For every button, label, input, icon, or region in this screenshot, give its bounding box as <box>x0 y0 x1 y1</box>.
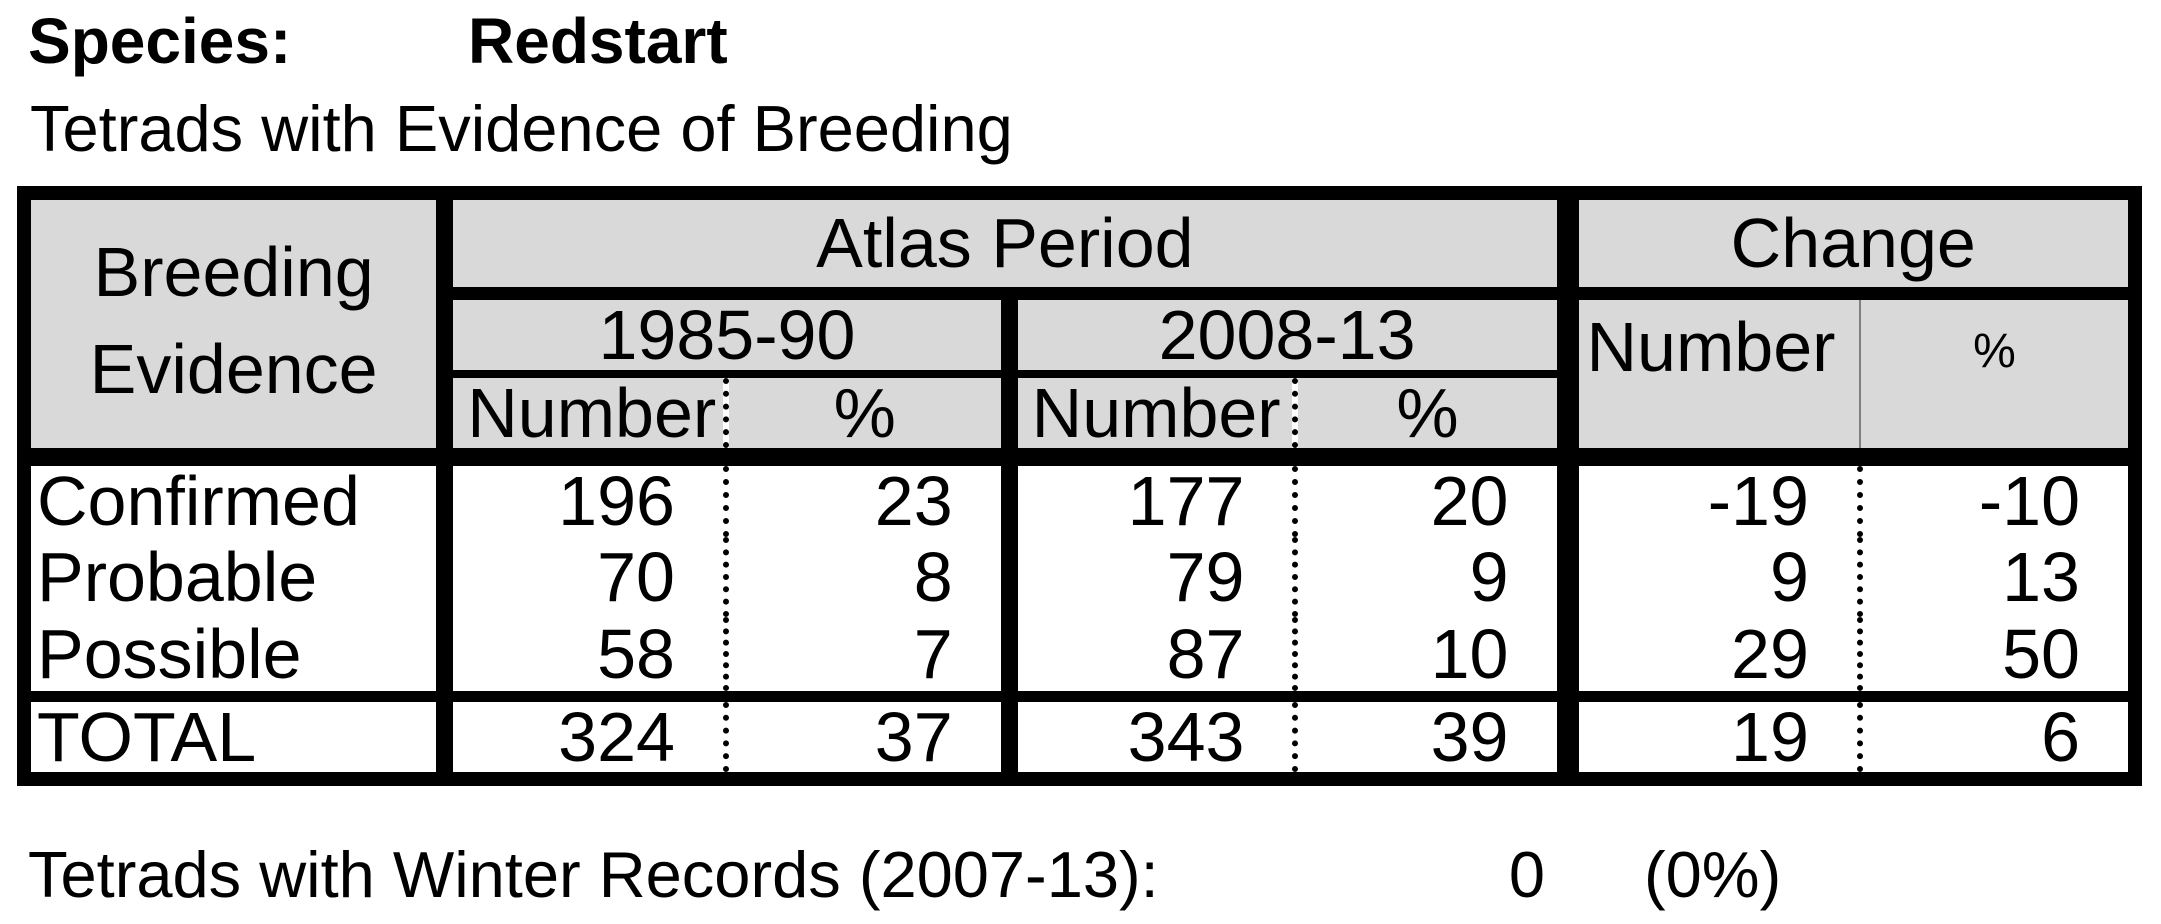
confirmed-1985-percent: 23 <box>722 456 1010 537</box>
probable-2008-percent: 9 <box>1292 536 1568 617</box>
row-label-total: TOTAL <box>24 691 454 779</box>
winter-records-percent: (0%) <box>1644 838 1782 911</box>
possible-change-number: 29 <box>1556 616 1860 697</box>
winter-records-label: Tetrads with Winter Records (2007-13): <box>28 838 1159 911</box>
table-row-confirmed: Confirmed 196 23 177 20 -19 -10 <box>24 456 2135 537</box>
species-name: Redstart <box>468 5 728 77</box>
table-row-probable: Probable 70 8 79 9 9 13 <box>24 536 2135 617</box>
total-2008-number: 343 <box>1000 691 1296 779</box>
total-change-number: 19 <box>1556 691 1860 779</box>
possible-2008-percent: 10 <box>1292 616 1568 697</box>
percent-header-2008-13: % <box>1292 373 1568 466</box>
period-2008-13-header: 2008-13 <box>1000 293 1568 378</box>
change-percent-header: % <box>1858 293 2135 466</box>
possible-1985-percent: 7 <box>722 616 1010 697</box>
probable-2008-number: 79 <box>1000 536 1296 617</box>
winter-records-line: Tetrads with Winter Records (2007-13): 0… <box>28 840 2148 910</box>
table-row-total: TOTAL 324 37 343 39 19 6 <box>24 691 2135 779</box>
total-2008-percent: 39 <box>1292 691 1568 779</box>
total-change-percent: 6 <box>1856 691 2135 779</box>
row-label-possible: Possible <box>24 616 454 697</box>
table-title: Tetrads with Evidence of Breeding <box>30 92 1013 165</box>
confirmed-change-number: -19 <box>1556 456 1860 537</box>
possible-1985-number: 58 <box>444 616 726 697</box>
confirmed-2008-number: 177 <box>1000 456 1296 537</box>
number-header-1985-90: Number <box>444 373 726 466</box>
row-label-probable: Probable <box>24 536 454 617</box>
row-group-header-line1: Breeding <box>93 233 374 311</box>
species-label: Species: <box>28 5 292 77</box>
probable-1985-number: 70 <box>444 536 726 617</box>
confirmed-1985-number: 196 <box>444 456 726 537</box>
winter-records-count: 0 <box>1508 838 1545 911</box>
species-line: Species: Redstart <box>28 5 728 77</box>
breeding-evidence-table: Breeding Evidence Atlas Period Change 19… <box>17 186 2142 786</box>
probable-change-percent: 13 <box>1856 536 2135 617</box>
period-1985-90-header: 1985-90 <box>444 293 1010 378</box>
confirmed-change-percent: -10 <box>1856 456 2135 537</box>
probable-change-number: 9 <box>1556 536 1860 617</box>
atlas-period-header: Atlas Period <box>444 193 1568 300</box>
total-1985-number: 324 <box>444 691 726 779</box>
change-number-header: Number <box>1556 293 1860 466</box>
possible-2008-number: 87 <box>1000 616 1296 697</box>
row-group-header-line2: Evidence <box>89 330 378 408</box>
percent-header-1985-90: % <box>722 373 1010 466</box>
probable-1985-percent: 8 <box>722 536 1010 617</box>
possible-change-percent: 50 <box>1856 616 2135 697</box>
change-header: Change <box>1556 193 2135 300</box>
number-header-2008-13: Number <box>1000 373 1296 466</box>
row-label-confirmed: Confirmed <box>24 456 454 537</box>
row-group-header: Breeding Evidence <box>24 193 454 466</box>
confirmed-2008-percent: 20 <box>1292 456 1568 537</box>
table-row-possible: Possible 58 7 87 10 29 50 <box>24 616 2135 697</box>
total-1985-percent: 37 <box>722 691 1010 779</box>
